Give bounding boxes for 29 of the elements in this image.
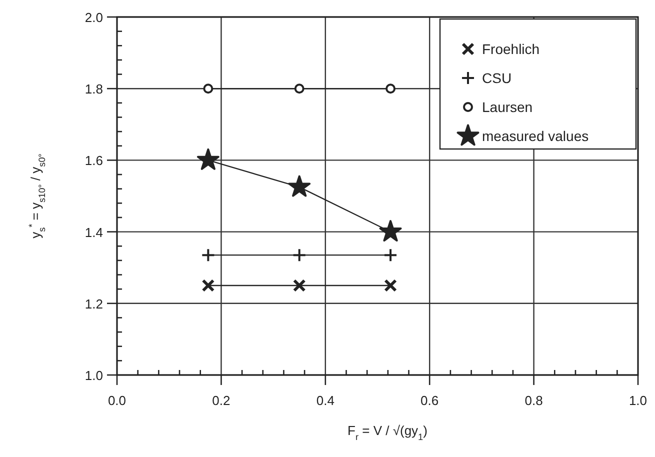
y-tick-label: 1.4 bbox=[84, 224, 103, 240]
y-tick-label: 2.0 bbox=[84, 10, 103, 25]
legend-label: measured values bbox=[482, 128, 589, 144]
point bbox=[292, 279, 306, 292]
x-tick-label: 0.2 bbox=[212, 393, 230, 408]
x-tick-label: 1.0 bbox=[628, 393, 648, 408]
legend-label: Froehlich bbox=[482, 41, 540, 57]
point bbox=[288, 175, 311, 197]
x-tick-label: 0.4 bbox=[316, 393, 334, 408]
y-tick-label: 1.8 bbox=[84, 82, 103, 97]
point bbox=[202, 279, 215, 292]
x-tick-label: 0.8 bbox=[524, 393, 543, 408]
point bbox=[294, 84, 304, 94]
x-axis-title: F$_{r}$ = V / √(gy$_{1}$) bbox=[348, 423, 428, 442]
x-tick-label: 0.0 bbox=[108, 393, 126, 408]
point bbox=[292, 248, 306, 262]
point bbox=[386, 84, 396, 94]
y-tick-label: 1.6 bbox=[84, 153, 103, 168]
point bbox=[379, 220, 402, 242]
y-tick-label: 1.0 bbox=[84, 368, 103, 383]
point bbox=[203, 84, 214, 94]
legend-label: CSU bbox=[482, 70, 512, 86]
y-tick-label: 1.2 bbox=[84, 296, 103, 312]
legend-label: Laursen bbox=[482, 99, 533, 115]
point bbox=[384, 279, 398, 292]
point bbox=[196, 148, 220, 170]
x-tick-label: 0.6 bbox=[420, 393, 439, 408]
point bbox=[201, 248, 216, 262]
point bbox=[384, 248, 398, 262]
